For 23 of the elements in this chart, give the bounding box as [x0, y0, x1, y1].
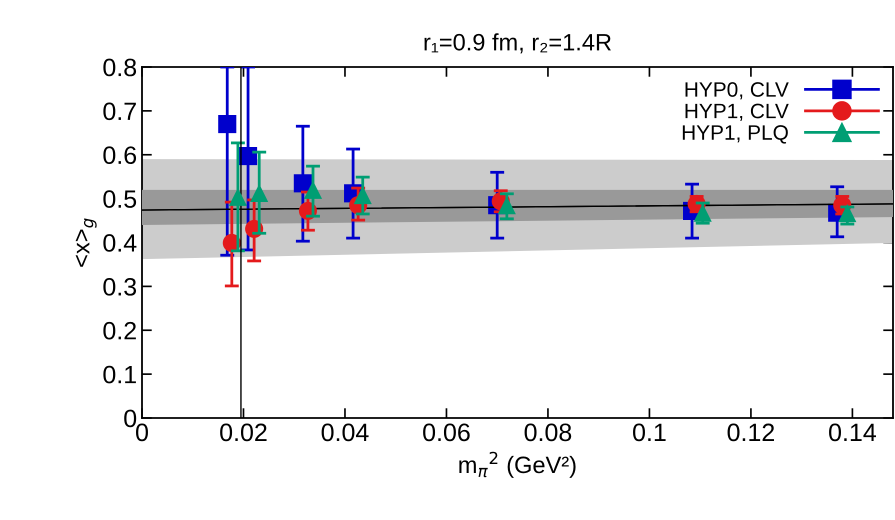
legend-label: HYP0, CLV — [686, 82, 789, 100]
legend-label: HYP1, PLQ — [682, 125, 788, 144]
y-tick-label: 0.8 — [103, 58, 136, 76]
y-tick-label: 0.2 — [103, 322, 136, 340]
x-tick-label: 0.14 — [829, 424, 876, 442]
x-tick-label: 0.04 — [322, 424, 369, 442]
y-tick-label: 0.5 — [103, 190, 136, 208]
y-tick-label: 0 — [124, 410, 136, 428]
x-tick-label: 0.12 — [728, 424, 774, 442]
x-tick-label: 0.02 — [220, 424, 267, 442]
x-axis-title: m$_{π}$$^{2}$ (GeV²) — [459, 452, 576, 478]
x-tick-label: 0.08 — [524, 424, 572, 442]
x-tick-label: 0 — [136, 424, 148, 442]
y-tick-label: 0.3 — [103, 278, 136, 296]
y-axis-title: <x>$_{g}$ — [76, 218, 97, 267]
legend-label: HYP1, CLV — [686, 104, 789, 121]
chart-title: r₁=0.9 fm, r₂=1.4R — [424, 33, 611, 54]
x-tick-label: 0.1 — [633, 424, 666, 442]
y-tick-label: 0.6 — [103, 146, 136, 164]
x-tick-label: 0.06 — [423, 424, 470, 442]
y-tick-label: 0.1 — [103, 366, 136, 384]
y-tick-label: 0.4 — [103, 234, 136, 252]
y-tick-label: 0.7 — [103, 102, 136, 120]
